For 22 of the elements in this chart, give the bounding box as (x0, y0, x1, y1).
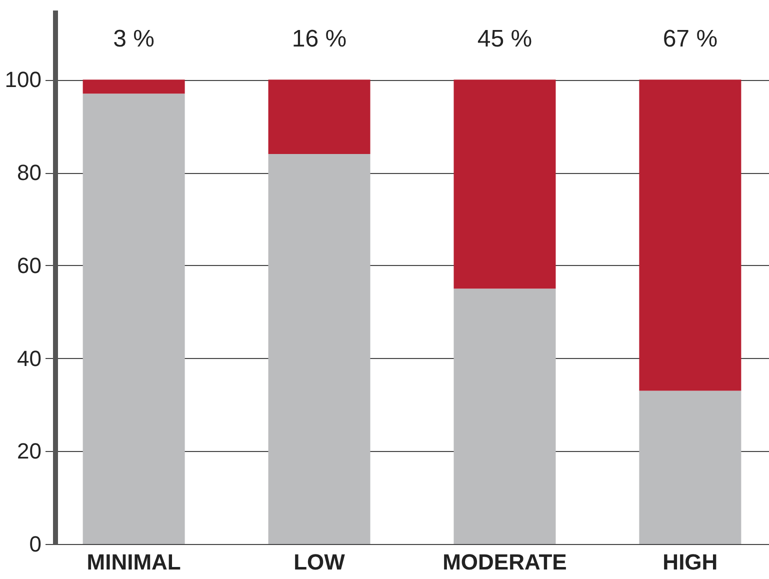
bar (454, 288, 556, 544)
bar (639, 80, 742, 391)
bar (639, 390, 742, 544)
y-tick-label: 20 (17, 438, 42, 464)
x-tick-label: LOW (294, 550, 346, 574)
data-label: 45 % (477, 26, 532, 53)
bar (82, 80, 185, 94)
x-tick-label: HIGH (662, 550, 718, 574)
y-tick-label: 100 (4, 67, 42, 92)
x-tick-label: MINIMAL (86, 550, 181, 574)
y-tick-label: 0 (29, 532, 42, 556)
data-label: 3 % (113, 26, 154, 53)
data-label: 16 % (292, 26, 347, 53)
data-label: 67 % (662, 26, 718, 53)
y-tick-label: 60 (17, 252, 42, 278)
bar (454, 80, 556, 289)
bar (82, 94, 185, 544)
x-tick-label: MODERATE (442, 550, 567, 574)
bar (268, 80, 370, 154)
bar (268, 154, 370, 544)
y-tick-label: 40 (17, 346, 42, 371)
y-tick-label: 80 (17, 160, 42, 186)
